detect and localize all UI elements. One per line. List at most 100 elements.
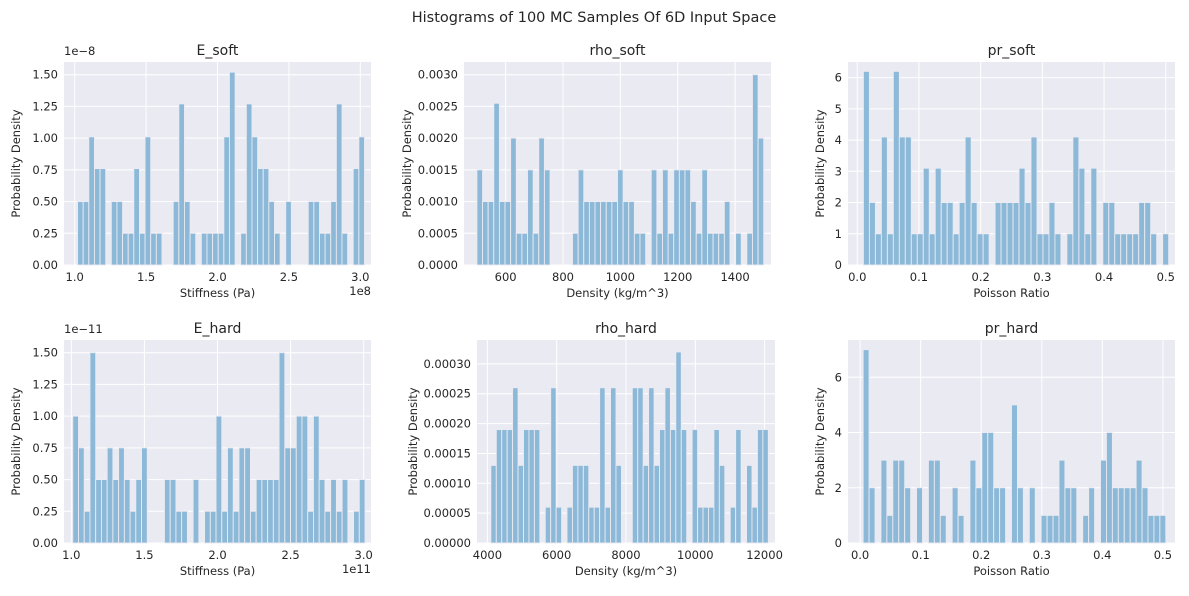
histogram-bar [123,479,131,544]
y-tick-label: 0.00020 [423,417,471,431]
y-tick-label: 0.0010 [418,195,458,209]
histogram-bar [1100,459,1107,544]
histogram-bar [690,201,697,266]
histogram-bar [330,201,337,266]
histogram-bar [217,232,225,266]
y-axis-label: Probability Density [406,387,420,495]
x-tick-label: 4000 [473,548,502,562]
histogram-bar [352,168,360,266]
x-tick-label: 1200 [663,270,692,284]
histogram-bar [952,233,960,266]
y-tick-label: 0 [835,258,842,272]
histogram-bar [939,514,947,544]
x-offset-label: 1e8 [349,284,371,298]
histogram-bar [324,232,332,266]
x-tick-label: 0.3 [1033,270,1051,284]
histogram-bar [510,137,517,266]
x-tick-label: 2.0 [208,270,226,284]
histogram-bar [512,387,519,544]
histogram-bar [83,510,91,544]
y-tick-label: 0.75 [32,441,58,455]
histogram-bar [204,510,211,544]
y-tick-label: 1.25 [32,377,58,391]
histogram-bar [898,136,906,266]
histogram-bar [172,201,180,266]
histogram-bar [72,415,79,544]
histogram-bar [982,233,990,266]
histogram-bar [1046,514,1054,544]
histogram-bar [212,232,219,266]
histogram-bar [100,479,108,544]
histogram-bar [290,447,297,544]
histogram-bar [278,352,286,544]
chart-rho-hard: 0.00000 0.00005 0.00010 0.00015 0.00020 0.000… [406,321,783,578]
histogram-bar [904,136,912,266]
x-tick-label: 0.2 [972,548,990,562]
histogram-bar [1058,459,1066,544]
histogram-bar [1012,202,1020,266]
histogram-bar [1048,202,1056,266]
chart-title: pr_soft [988,43,1036,59]
histogram-bar [669,429,677,544]
histogram-bar [880,136,888,266]
chart-rho-soft: 0.0000 0.0005 0.0010 0.0015 0.0020 0.0025 0.00… [400,43,771,300]
histogram-bar [523,429,530,544]
histogram-bar [141,447,148,544]
y-tick-label: 6 [835,370,842,384]
histogram-bar [319,232,326,266]
histogram-bar [653,464,660,544]
histogram-bar [751,506,758,544]
histogram-bar [200,232,208,266]
histogram-bar [600,201,607,266]
chart-pr-soft: 0 1 2 3 4 5 6 0.0 0.1 0.2 0.3 0.4 0.5 pr_soft Poisson … [813,43,1175,300]
histogram-bar [1072,136,1080,266]
histogram-bar [662,169,669,266]
x-tick-label: 0.0 [848,270,866,284]
histogram-bar [257,168,264,266]
histogram-bar [611,201,618,266]
histogram-bar [656,232,663,266]
histogram-bar [975,487,983,544]
histogram-bar [701,169,708,266]
histogram-bar [150,232,157,266]
y-tick-label: 4 [835,133,842,147]
histogram-bar [245,103,253,266]
histogram-bar [238,447,246,544]
y-axis-label: Probability Density [400,109,414,217]
histogram-bar [164,479,171,544]
y-tick-label: 0.0005 [418,226,458,240]
x-tick-label: 0.4 [1095,270,1113,284]
y-tick-label: 0.00 [32,536,58,550]
y-tick-label: 0.00000 [423,536,471,550]
histogram-bar [940,202,948,266]
histogram-bar [746,232,753,266]
histogram-bar [209,510,217,544]
histogram-bar [1040,514,1048,544]
y-axis-label: Probability Density [9,387,23,495]
histogram-bar [515,232,523,266]
histogram-bar [106,447,114,544]
x-axis-label: Poisson Ratio [973,286,1049,300]
histogram-bar [1000,202,1008,266]
histogram-bar [723,201,731,266]
histogram-bar [127,232,135,266]
histogram-bar [1147,514,1155,544]
histogram-bar [880,459,888,544]
chart-e-soft: 0.00 0.25 0.50 0.75 1.00 1.25 1.50 1.0 1.5 2.0 2.5… [9,43,371,300]
histogram-bar [307,510,314,544]
histogram-bar [874,233,882,266]
histogram-bar [650,169,658,266]
histogram-bar [550,387,557,544]
histogram-bar [89,352,97,544]
histogram-bar [934,167,942,266]
histogram-bar [506,429,514,544]
histogram-bar [1066,233,1074,266]
histogram-bar [933,459,941,544]
histogram-bar [501,429,508,544]
histogram-bar [1102,202,1110,266]
histogram-bar [538,137,545,266]
histogram-bar [268,201,275,266]
histogram-bar [1123,487,1131,544]
y-tick-label: 0.0000 [418,258,458,272]
histogram-bar [82,201,90,266]
